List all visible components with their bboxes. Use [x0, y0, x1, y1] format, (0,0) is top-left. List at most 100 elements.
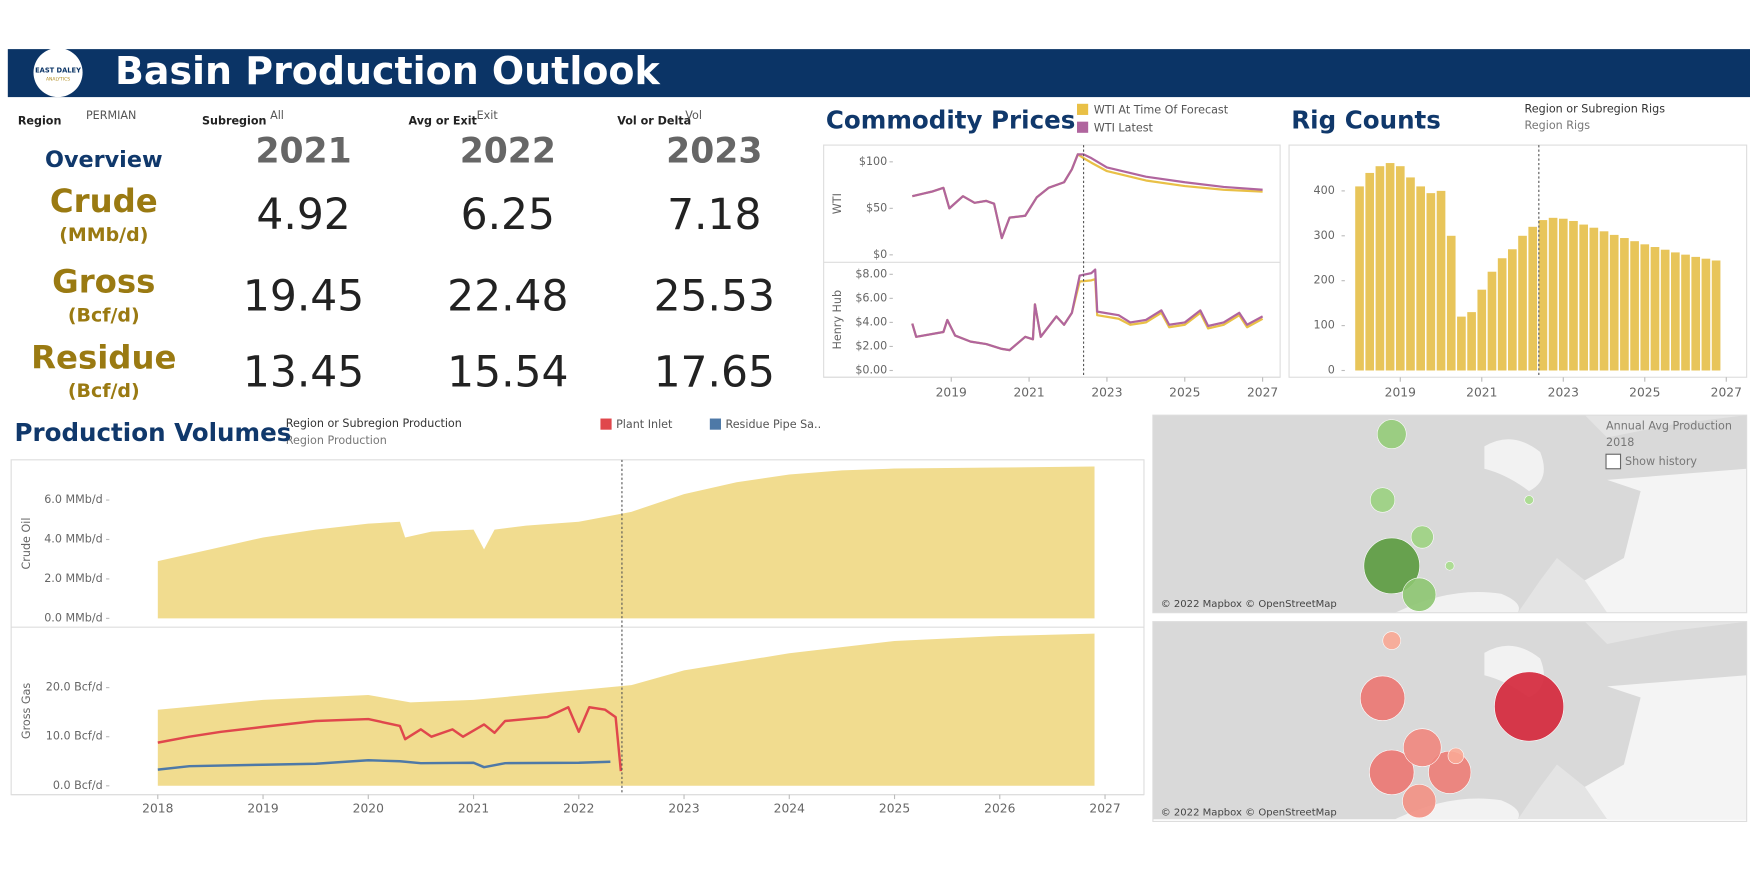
filter-value[interactable]: All [270, 109, 284, 122]
bar [1385, 163, 1395, 371]
bar [1508, 249, 1517, 371]
production-line [157, 759, 611, 771]
overview-value: 25.53 [654, 273, 775, 322]
logo-subtext: ANALYTICS [46, 77, 70, 83]
legend-title: Region or Subregion Rigs [1525, 102, 1666, 115]
overview-row-label: Crude [50, 182, 158, 220]
bar [1691, 256, 1701, 371]
page-title: Basin Production Outlook [115, 49, 660, 93]
overview-row-label: Residue [31, 338, 176, 376]
checkbox-label[interactable]: Show history [1625, 455, 1697, 468]
map-bubble [1445, 561, 1455, 571]
x-tick-label: 2018 [142, 802, 173, 816]
map-bubble [1402, 577, 1437, 612]
map-bubble [1369, 749, 1415, 795]
bar [1426, 193, 1436, 371]
y-tick-label: 6.0 MMb/d [44, 493, 102, 506]
bar [1620, 238, 1629, 371]
production-area [157, 466, 1095, 619]
y-tick-label: 10.0 Bcf/d [46, 730, 103, 743]
header-bar [7, 49, 1750, 98]
map-bubble [1402, 784, 1437, 819]
overview-title: Overview [45, 147, 163, 173]
checkbox[interactable] [1605, 453, 1622, 470]
filter-label: Subregion [202, 115, 267, 128]
y-tick-label: $0.00 [855, 363, 887, 376]
bar [1467, 312, 1476, 371]
map-bubble [1359, 675, 1406, 721]
bar [1395, 166, 1405, 371]
map-bubble [1370, 487, 1396, 513]
production-line [157, 706, 623, 772]
y-tick-label: $100 [859, 155, 887, 168]
bar [1365, 172, 1375, 371]
filter-value[interactable]: Vol [685, 109, 702, 122]
x-tick-label: 2025 [1629, 385, 1660, 399]
y-tick-label: $50 [866, 201, 887, 214]
legend-swatch [709, 418, 721, 430]
section-title: Commodity Prices [826, 106, 1075, 135]
bar [1579, 224, 1588, 371]
legend-item: Region Production [286, 434, 387, 447]
overview-row-unit: (Bcf/d) [68, 304, 140, 326]
price-line [911, 268, 1264, 352]
map-bubble [1403, 728, 1442, 767]
overview-year: 2022 [460, 131, 556, 171]
bar [1609, 234, 1619, 371]
bar [1518, 235, 1527, 371]
bar [1650, 247, 1660, 371]
filter-value[interactable]: Exit [477, 109, 499, 122]
bar [1701, 258, 1711, 371]
x-tick-label: 2019 [1385, 385, 1416, 399]
overview-row-unit: (Bcf/d) [68, 380, 140, 402]
legend-swatch [1077, 103, 1089, 115]
x-tick-label: 2025 [879, 802, 910, 816]
x-tick-label: 2024 [774, 802, 805, 816]
map-legend-year: 2018 [1606, 436, 1634, 449]
filter-label: Avg or Exit [408, 115, 477, 128]
overview-value: 15.54 [447, 348, 568, 397]
bar [1671, 252, 1680, 371]
overview-value: 4.92 [256, 191, 350, 240]
logo [33, 47, 83, 98]
y-tick-label: $8.00 [855, 267, 887, 280]
bar [1436, 190, 1446, 371]
bar [1375, 166, 1385, 371]
pane-label: Henry Hub [831, 290, 844, 350]
chart-frame [1288, 144, 1748, 378]
bar [1416, 186, 1425, 371]
y-tick-label: 200 [1314, 274, 1335, 287]
x-tick-label: 2020 [353, 802, 384, 816]
overview-value: 7.18 [667, 191, 761, 240]
x-tick-label: 2019 [247, 802, 278, 816]
map-background [1152, 415, 1747, 613]
map-attribution: © 2022 Mapbox © OpenStreetMap [1161, 807, 1337, 818]
bar [1548, 217, 1558, 371]
filter-value[interactable]: PERMIAN [86, 109, 136, 122]
overview-value: 17.65 [654, 348, 775, 397]
map-bubble [1494, 671, 1565, 742]
legend-label: WTI Latest [1094, 121, 1154, 134]
pane-label: WTI [831, 193, 844, 214]
y-tick-label: 100 [1314, 319, 1335, 332]
map-frame [1152, 621, 1748, 822]
legend-label: Residue Pipe Sa.. [725, 418, 821, 431]
map-bubble [1410, 525, 1434, 549]
bar [1681, 254, 1690, 371]
section-title: Production Volumes [15, 418, 292, 447]
y-tick-label: 0.0 Bcf/d [53, 779, 103, 792]
production-area [157, 633, 1095, 786]
y-tick-label: 2.0 MMb/d [44, 572, 102, 585]
bar [1660, 249, 1670, 371]
map-frame [1152, 414, 1748, 614]
overview-row-unit: (MMb/d) [59, 224, 148, 246]
x-tick-label: 2025 [1169, 385, 1200, 399]
overview-year: 2023 [666, 131, 762, 171]
legend-label: Plant Inlet [616, 418, 673, 431]
legend-swatch [600, 418, 612, 430]
x-tick-label: 2027 [1247, 385, 1278, 399]
x-tick-label: 2023 [668, 802, 699, 816]
bar [1538, 220, 1548, 371]
